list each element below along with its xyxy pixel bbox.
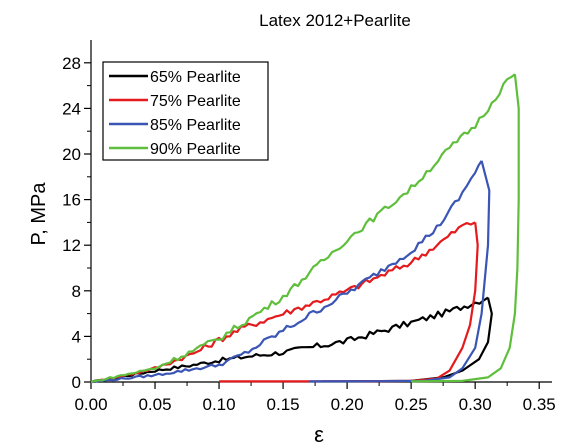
x-tick-label: 0.15 — [267, 395, 300, 414]
y-tick-label: 12 — [62, 236, 81, 255]
x-tick-label: 0.35 — [523, 395, 556, 414]
loading-line — [90, 296, 489, 384]
unloading-line — [308, 160, 491, 383]
x-tick-label: 0.20 — [331, 395, 364, 414]
legend-label: 65% Pearlite — [150, 69, 241, 86]
y-tick-label: 20 — [62, 145, 81, 164]
legend-label: 75% Pearlite — [150, 93, 241, 110]
x-tick-label: 0.00 — [74, 395, 107, 414]
series-75-pearlite — [90, 221, 479, 384]
series-85-pearlite — [90, 160, 491, 384]
chart-title: Latex 2012+Pearlite — [259, 11, 411, 30]
unloading-line — [411, 74, 520, 383]
legend-label: 85% Pearlite — [150, 117, 241, 134]
series-layer — [90, 73, 520, 384]
y-tick-label: 8 — [72, 282, 81, 301]
y-tick-label: 0 — [72, 373, 81, 392]
loading-line — [90, 221, 476, 384]
series-90-pearlite — [90, 73, 520, 384]
loading-line — [90, 160, 483, 384]
unloading-line — [219, 222, 479, 383]
x-axis-label: ε — [314, 422, 324, 447]
x-tick-label: 0.10 — [203, 395, 236, 414]
legend-label: 90% Pearlite — [150, 141, 241, 158]
axes: 0.00 0.05 0.10 0.15 0.20 0.25 0.30 0.35 0 4 8 12 16 2… — [62, 40, 556, 414]
legend-box — [102, 61, 269, 161]
x-tick-label: 0.30 — [459, 395, 492, 414]
y-axis-label: P, MPa — [28, 182, 50, 246]
y-tick-label: 28 — [62, 54, 81, 73]
loading-line — [90, 73, 516, 384]
y-tick-label: 16 — [62, 191, 81, 210]
x-tick-label: 0.05 — [138, 395, 171, 414]
y-tick-label: 4 — [72, 327, 81, 346]
y-tick-label: 24 — [62, 99, 81, 118]
x-tick-label: 0.25 — [395, 395, 428, 414]
legend: 65% Pearlite 75% Pearlite 85% Pearlite 90% … — [102, 61, 269, 161]
